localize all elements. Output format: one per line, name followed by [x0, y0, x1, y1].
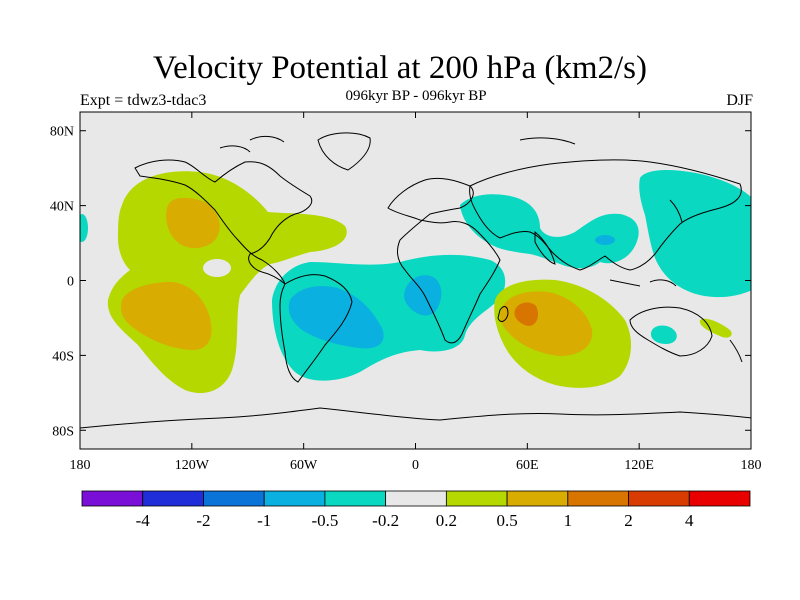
contour-africa-blue	[404, 275, 442, 316]
y-tick-label: 80S	[52, 424, 74, 439]
y-axis: 80N 40N 0 40S 80S	[50, 125, 751, 439]
colorbar-label: -1	[257, 511, 271, 530]
colorbar-swatch	[567, 490, 629, 507]
coast-indonesia	[609, 279, 677, 287]
y-tick-label: 40N	[50, 200, 74, 215]
colorbar-label: -0.5	[311, 511, 338, 530]
colorbar-swatch	[142, 490, 204, 507]
contour-nwpacific-teal	[639, 170, 751, 298]
contour-asia-negative	[460, 194, 639, 269]
contour-samerica-negative-outer	[272, 254, 506, 381]
colorbar-swatch	[688, 490, 751, 507]
experiment-label: Expt = tdwz3-tdac3	[80, 92, 207, 109]
contour-indianocean-core	[514, 302, 538, 326]
coast-new-zealand	[729, 339, 743, 363]
x-tick-label: 60E	[516, 458, 539, 473]
coast-arctic-islands	[219, 135, 576, 153]
season-label: DJF	[726, 92, 753, 109]
contour-fills	[80, 170, 751, 394]
contour-spacific-orange	[120, 282, 212, 350]
y-tick-label: 40S	[52, 349, 74, 364]
colorbar-swatch	[506, 490, 569, 507]
coast-india	[534, 230, 556, 265]
colorbar-label: -0.2	[372, 511, 399, 530]
x-tick-label: 180	[741, 458, 762, 473]
coast-greenland	[317, 132, 371, 171]
coast-japan	[669, 199, 683, 223]
colorbar-swatch	[385, 490, 447, 507]
coastlines	[80, 132, 751, 429]
colorbar-label: -4	[136, 511, 151, 530]
plot-subtitle: 096kyr BP - 096kyr BP	[345, 88, 487, 104]
contour-hole	[203, 259, 231, 277]
colorbar-swatch	[81, 490, 144, 507]
coast-madagascar	[497, 306, 509, 322]
x-tick-label: 0	[412, 458, 419, 473]
coast-europe-africa	[387, 177, 501, 344]
x-tick-label: 60W	[290, 458, 318, 473]
contour-tasman-yellow	[699, 318, 732, 338]
contour-npacific-orange	[166, 197, 220, 249]
plot-title: Velocity Potential at 200 hPa (km2/s)	[152, 50, 648, 86]
coast-antarctica	[80, 407, 751, 429]
x-tick-label: 120E	[624, 458, 654, 473]
contour-australia-teal	[650, 325, 677, 344]
colorbar-label: 4	[685, 511, 694, 530]
contour-seasia-blue	[595, 235, 615, 245]
x-tick-label: 120W	[175, 458, 210, 473]
coast-south-america	[279, 274, 353, 383]
colorbar-label: 1	[564, 511, 573, 530]
coast-north-america	[134, 159, 313, 285]
colorbar-label: 0.5	[496, 511, 517, 530]
colorbar-label: 2	[624, 511, 633, 530]
colorbar-swatch	[628, 490, 690, 507]
colorbar-swatch	[324, 490, 387, 507]
colorbar-swatch	[445, 490, 508, 507]
contour-samerica-blue	[288, 286, 384, 349]
colorbar-swatch	[263, 490, 326, 507]
x-tick-label: 180	[70, 458, 91, 473]
coast-australia	[629, 306, 713, 357]
coast-asia	[469, 159, 742, 271]
contour-left-edge-cyan	[80, 214, 88, 242]
colorbar-swatch	[203, 490, 265, 507]
y-tick-label: 0	[67, 275, 74, 290]
colorbar-label: 0.2	[436, 511, 457, 530]
y-tick-label: 80N	[50, 125, 74, 140]
colorbar-label: -2	[196, 511, 210, 530]
colorbar: -4 -2 -1 -0.5 -0.2 0.2 0.5 1 2 4	[81, 490, 751, 530]
x-axis: 180 120W 60W 0 60E 120E 180	[70, 112, 762, 473]
